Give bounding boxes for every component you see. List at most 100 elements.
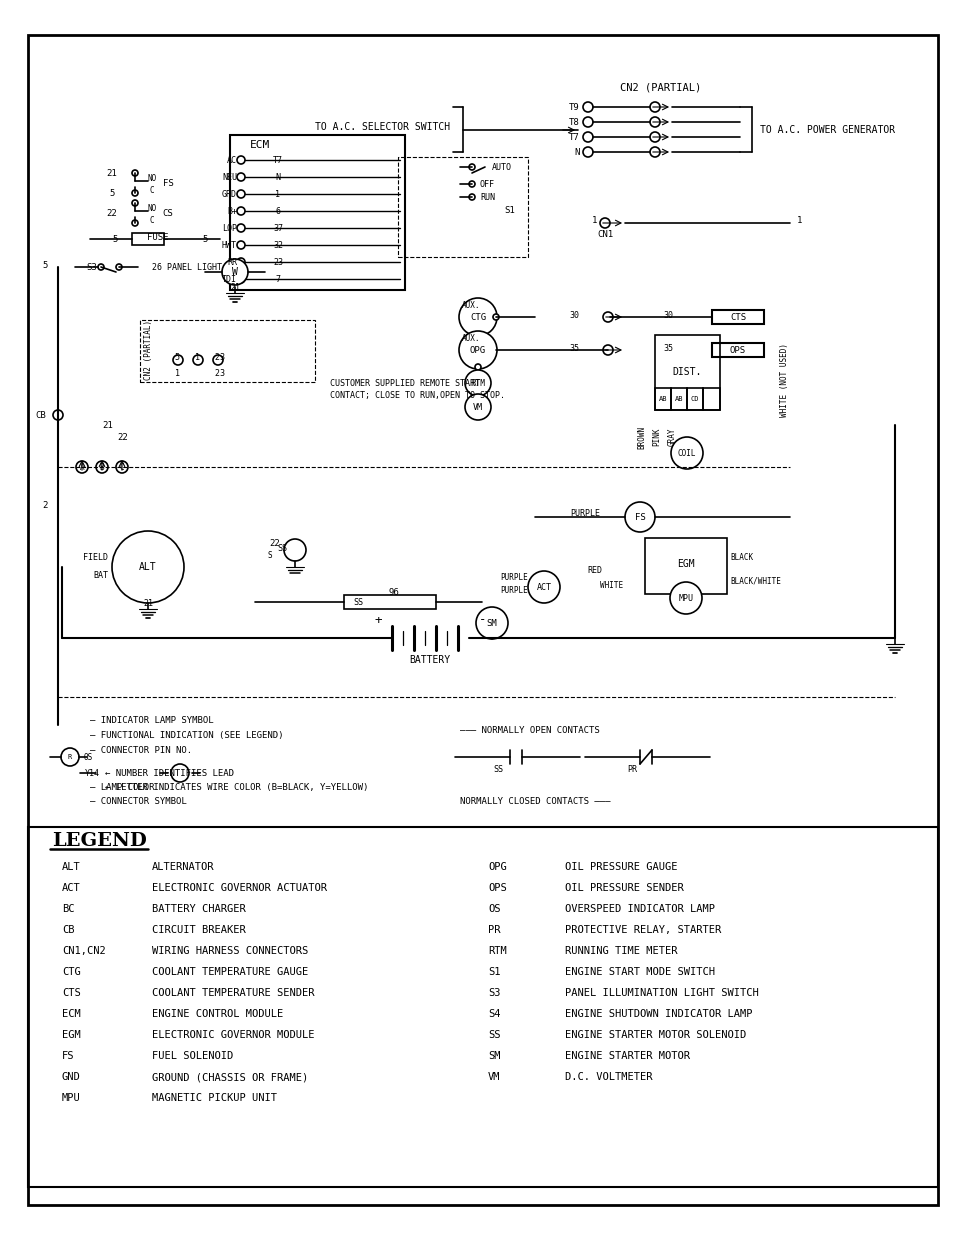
- Text: ELECTRONIC GOVERNOR MODULE: ELECTRONIC GOVERNOR MODULE: [152, 1030, 314, 1040]
- Text: LEGEND: LEGEND: [52, 832, 147, 850]
- Text: 23: 23: [273, 258, 283, 267]
- Circle shape: [61, 748, 79, 766]
- Text: — FUNCTIONAL INDICATION (SEE LEGEND): — FUNCTIONAL INDICATION (SEE LEGEND): [90, 730, 283, 740]
- Circle shape: [669, 582, 701, 614]
- Bar: [397, 157, 527, 257]
- Text: BATTERY CHARGER: BATTERY CHARGER: [152, 904, 246, 914]
- Circle shape: [236, 241, 245, 249]
- Text: B+: B+: [227, 206, 236, 215]
- Text: ECM: ECM: [250, 140, 270, 149]
- Text: ENGINE STARTER MOTOR: ENGINE STARTER MOTOR: [564, 1051, 689, 1061]
- Text: TDI: TDI: [222, 274, 236, 284]
- Text: MPU: MPU: [62, 1093, 81, 1103]
- Text: ALT: ALT: [139, 562, 156, 572]
- Text: CN1,CN2: CN1,CN2: [62, 946, 106, 956]
- Text: PURPLE: PURPLE: [569, 509, 599, 517]
- Text: RUNNING TIME METER: RUNNING TIME METER: [564, 946, 677, 956]
- Circle shape: [458, 331, 497, 369]
- Text: OPG: OPG: [488, 862, 506, 872]
- Text: 21: 21: [107, 168, 117, 178]
- Text: BLACK/WHITE: BLACK/WHITE: [729, 577, 781, 585]
- Text: 1: 1: [797, 215, 801, 225]
- Text: RR: RR: [227, 258, 236, 267]
- Text: COOLANT TEMPERATURE SENDER: COOLANT TEMPERATURE SENDER: [152, 988, 314, 998]
- Circle shape: [469, 182, 475, 186]
- Circle shape: [116, 461, 128, 473]
- Text: AUX.: AUX.: [461, 300, 480, 310]
- Bar: [686, 388, 702, 410]
- Text: PURPLE: PURPLE: [499, 573, 527, 582]
- Text: D.C. VOLTMETER: D.C. VOLTMETER: [564, 1072, 652, 1082]
- Circle shape: [132, 170, 138, 177]
- Text: 6: 6: [275, 206, 280, 215]
- Text: CTG: CTG: [62, 967, 81, 977]
- Text: HWT: HWT: [222, 241, 236, 249]
- Text: ELECTRONIC GOVERNOR ACTUATOR: ELECTRONIC GOVERNOR ACTUATOR: [152, 883, 327, 893]
- Circle shape: [469, 194, 475, 200]
- Text: 35: 35: [568, 343, 578, 352]
- Text: COIL: COIL: [677, 448, 696, 457]
- Text: PANEL ILLUMINATION LIGHT SWITCH: PANEL ILLUMINATION LIGHT SWITCH: [564, 988, 758, 998]
- Text: RTM: RTM: [488, 946, 506, 956]
- Text: AUX.: AUX.: [461, 333, 480, 342]
- Circle shape: [599, 219, 609, 228]
- Text: GRD: GRD: [222, 189, 236, 199]
- Text: B: B: [99, 462, 104, 472]
- Circle shape: [649, 147, 659, 157]
- Text: OIL PRESSURE SENDER: OIL PRESSURE SENDER: [564, 883, 683, 893]
- Text: LOP: LOP: [222, 224, 236, 232]
- Circle shape: [582, 132, 593, 142]
- Text: C: C: [119, 462, 124, 472]
- Circle shape: [582, 103, 593, 112]
- Text: ALTERNATOR: ALTERNATOR: [152, 862, 214, 872]
- Text: 21: 21: [230, 283, 240, 291]
- Bar: [702, 388, 720, 410]
- Text: N: N: [275, 173, 280, 182]
- Text: AB: AB: [659, 396, 666, 403]
- Circle shape: [236, 224, 245, 232]
- Text: SS: SS: [493, 764, 502, 773]
- Text: 2: 2: [43, 500, 48, 510]
- Text: VM: VM: [488, 1072, 500, 1082]
- Text: RUN: RUN: [479, 193, 495, 201]
- Text: AC: AC: [227, 156, 236, 164]
- Text: BC: BC: [62, 904, 74, 914]
- Text: 1: 1: [275, 189, 280, 199]
- Text: — CONNECTOR SYMBOL: — CONNECTOR SYMBOL: [90, 798, 187, 806]
- Bar: [140, 320, 314, 382]
- Text: — CONNECTOR PIN NO.: — CONNECTOR PIN NO.: [90, 746, 192, 755]
- Circle shape: [132, 200, 138, 206]
- Text: S3: S3: [87, 263, 97, 272]
- Text: T7: T7: [569, 132, 579, 142]
- Text: MPU: MPU: [678, 594, 693, 603]
- Text: 22: 22: [270, 538, 280, 547]
- Circle shape: [602, 312, 613, 322]
- Text: ← LETTER INDICATES WIRE COLOR (B=BLACK, Y=YELLOW): ← LETTER INDICATES WIRE COLOR (B=BLACK, …: [105, 783, 368, 792]
- Bar: [28, 827, 937, 1187]
- Circle shape: [527, 571, 559, 603]
- Text: NEU: NEU: [222, 173, 236, 182]
- Text: — LAMP COLOR: — LAMP COLOR: [90, 783, 154, 792]
- Circle shape: [475, 364, 480, 370]
- Circle shape: [236, 156, 245, 164]
- Text: SM: SM: [488, 1051, 500, 1061]
- Bar: [230, 135, 405, 290]
- Circle shape: [236, 258, 245, 266]
- Circle shape: [98, 264, 104, 270]
- Circle shape: [458, 298, 497, 336]
- Circle shape: [213, 354, 223, 366]
- Text: 5: 5: [112, 235, 117, 243]
- Text: FS: FS: [162, 179, 173, 188]
- Text: 5: 5: [110, 189, 114, 198]
- Circle shape: [193, 354, 203, 366]
- Text: ACT: ACT: [536, 583, 551, 592]
- Text: OVERSPEED INDICATOR LAMP: OVERSPEED INDICATOR LAMP: [564, 904, 714, 914]
- Text: 21: 21: [143, 599, 152, 608]
- Text: — INDICATOR LAMP SYMBOL: — INDICATOR LAMP SYMBOL: [90, 715, 213, 725]
- Text: OIL PRESSURE GAUGE: OIL PRESSURE GAUGE: [564, 862, 677, 872]
- Text: OPS: OPS: [729, 346, 745, 354]
- Text: 22: 22: [117, 432, 129, 441]
- Text: BROWN: BROWN: [637, 425, 646, 448]
- Text: TO A.C. SELECTOR SWITCH: TO A.C. SELECTOR SWITCH: [314, 122, 450, 132]
- Text: ENGINE STARTER MOTOR SOLENOID: ENGINE STARTER MOTOR SOLENOID: [564, 1030, 745, 1040]
